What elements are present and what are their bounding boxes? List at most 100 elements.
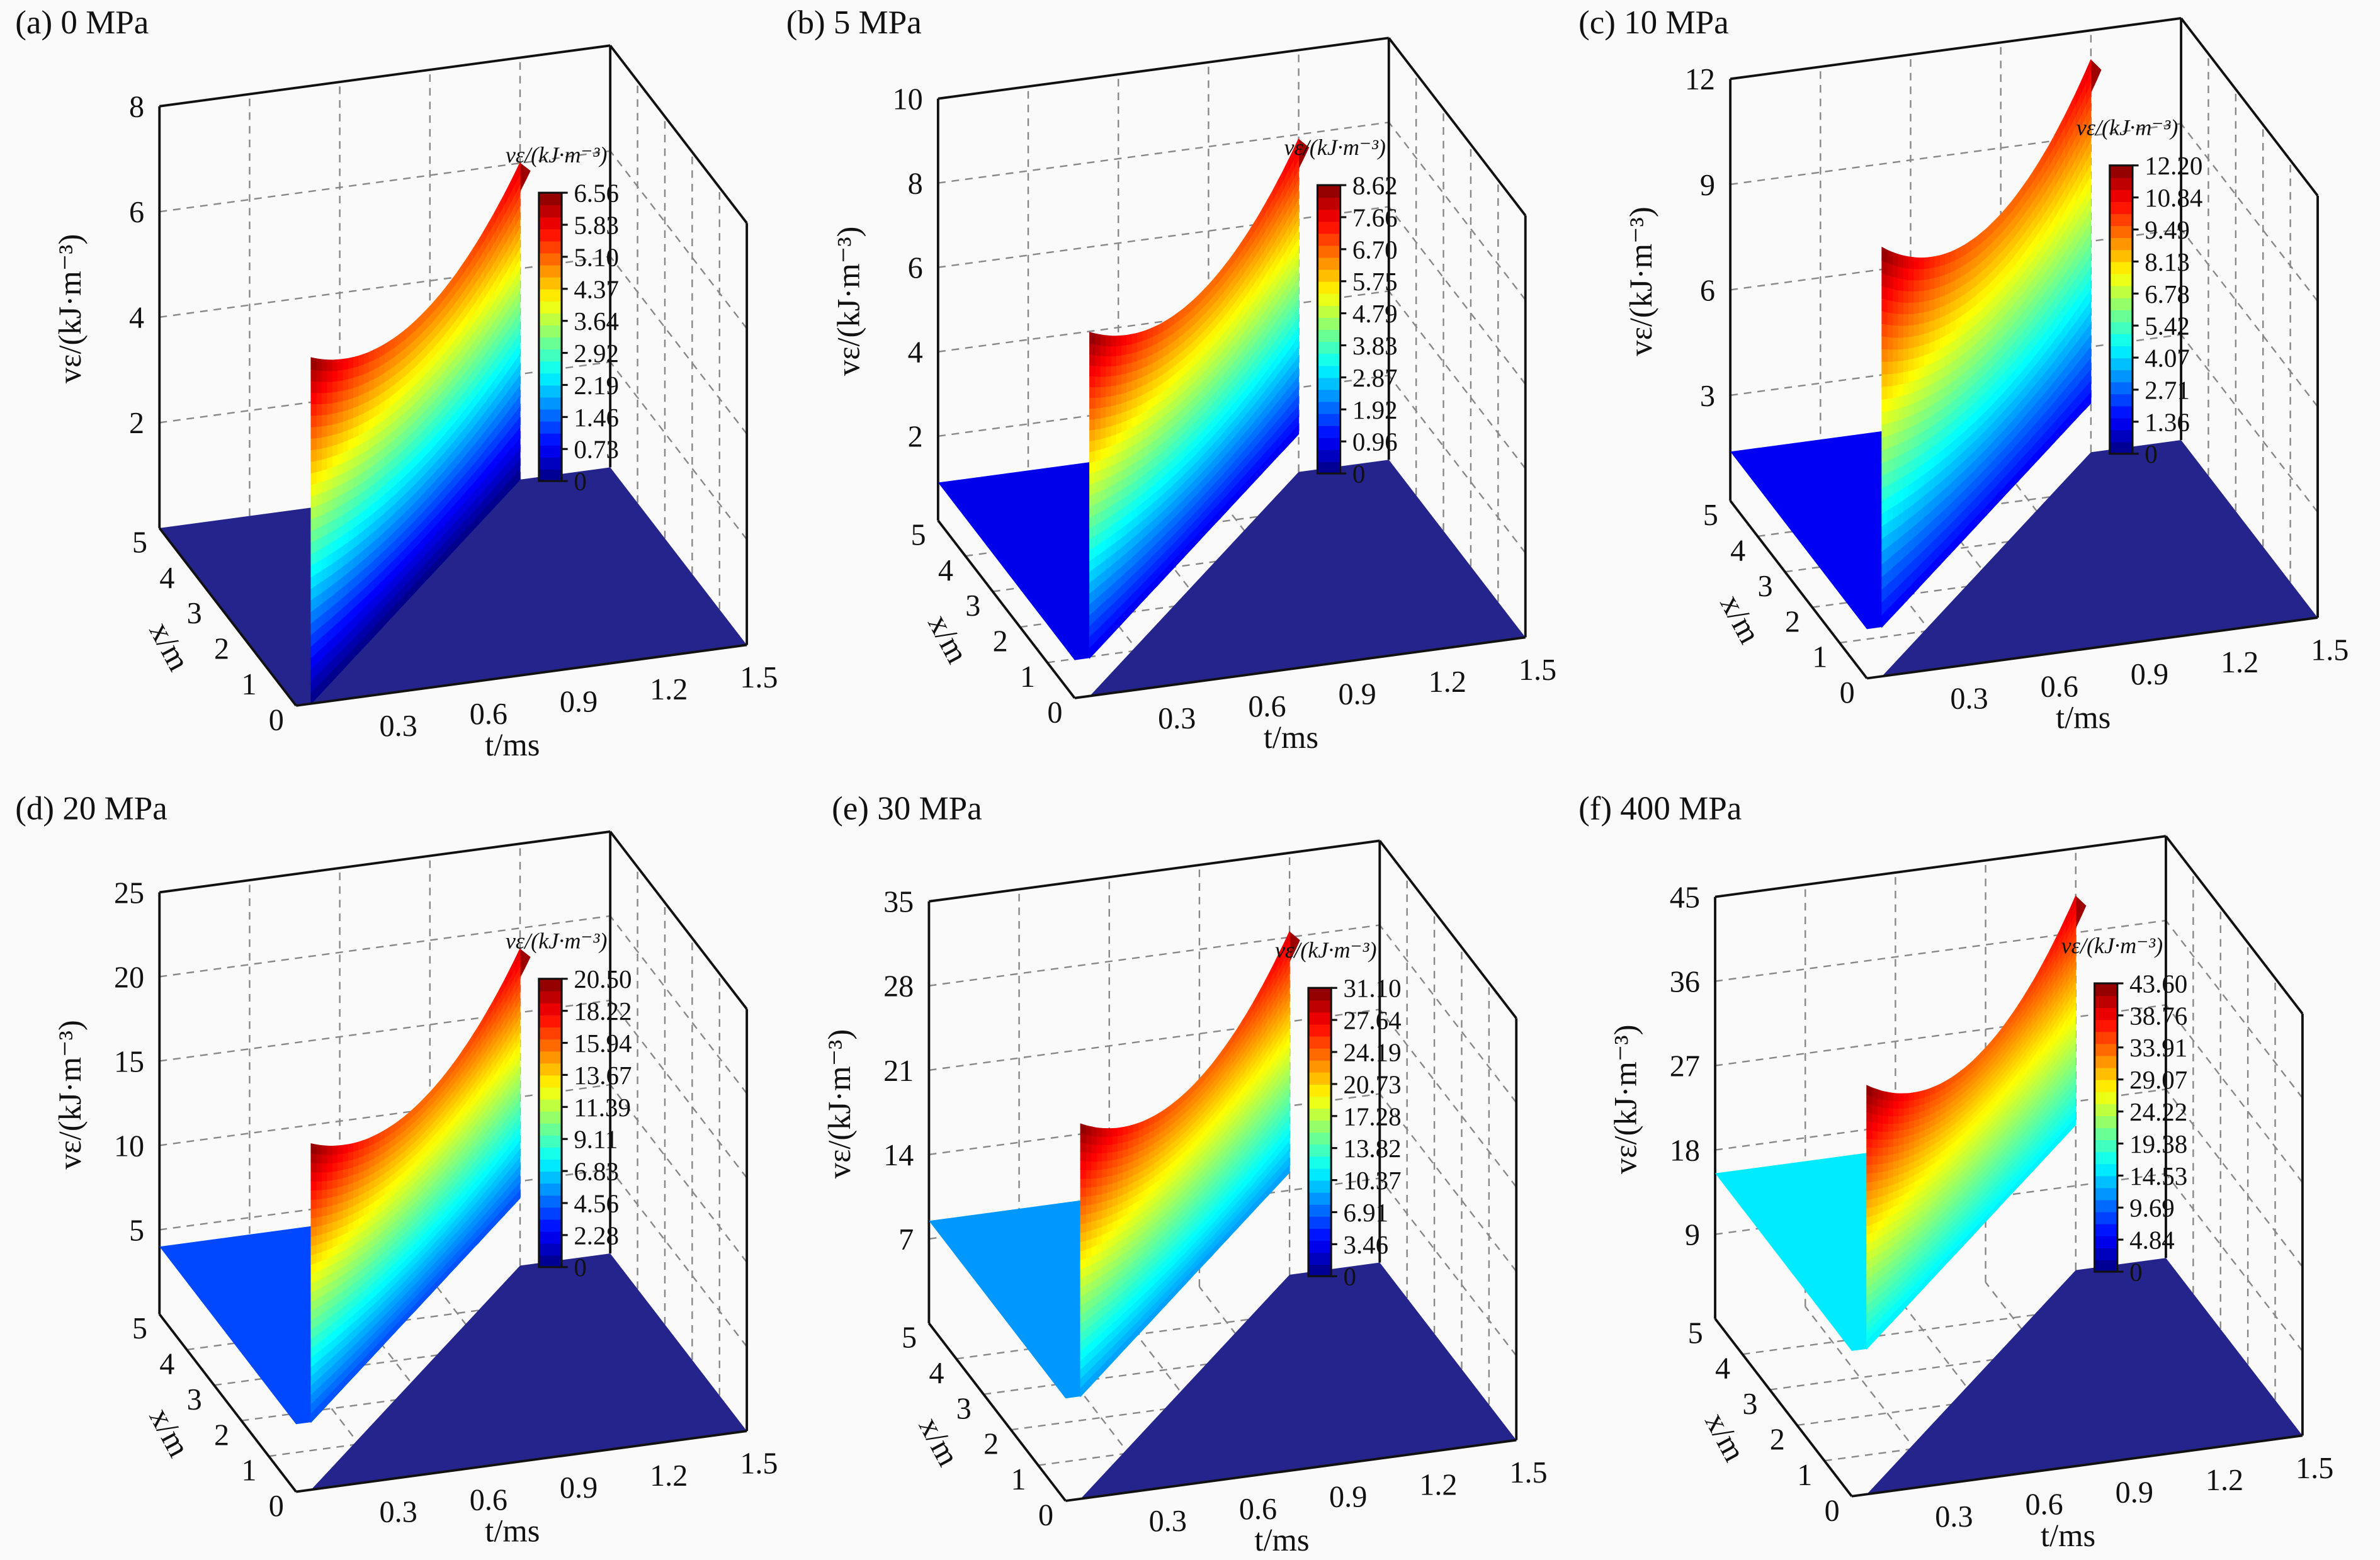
surface-wall-patch	[1891, 300, 1898, 314]
surface-wall-patch	[1881, 385, 1888, 400]
surface-wall-patch	[1094, 407, 1101, 419]
surface-wall-patch	[1131, 332, 1137, 344]
surface-wall-patch	[1126, 343, 1132, 355]
z-tick-label: 8	[908, 167, 923, 201]
surface-wall-patch	[1907, 346, 1914, 360]
colorbar-tick-label: 5.75	[1352, 267, 1398, 296]
colorbar-band	[2109, 382, 2133, 395]
colorbar-band	[538, 373, 562, 386]
colorbar-band	[1317, 305, 1340, 318]
surface-wall-patch	[321, 403, 327, 415]
surface-wall-patch	[321, 457, 327, 472]
surface-wall-patch	[1881, 398, 1888, 413]
x-tick-label: 2	[1785, 605, 1800, 638]
colorbar-band	[2109, 165, 2133, 178]
colorbar-band	[2109, 358, 2133, 371]
colorbar-band	[2109, 189, 2133, 202]
surface-wall-patch	[1120, 372, 1127, 385]
surface-wall-patch	[310, 392, 317, 405]
t-tick-label: 0.6	[470, 698, 507, 731]
surface-wall-patch	[342, 388, 348, 402]
surface-wall-patch	[1886, 409, 1893, 424]
colorbar-band	[1317, 185, 1340, 198]
surface-wall-patch	[358, 354, 364, 367]
surface-wall-patch	[321, 479, 327, 494]
colorbar-band	[538, 205, 562, 218]
surface-wall-patch	[1881, 246, 1888, 263]
surface-wall-patch	[326, 413, 332, 426]
surface-wall-patch	[1104, 335, 1111, 347]
x-tick-label: 4	[159, 562, 174, 595]
surface-wall-patch	[1094, 375, 1101, 388]
surface-wall-patch	[1110, 414, 1116, 427]
surface-wall-patch	[1104, 385, 1111, 397]
surface-wall-patch	[1881, 348, 1888, 362]
surface-wall-patch	[347, 357, 353, 370]
panel-title: (d) 20 MPa	[15, 791, 167, 827]
surface-wall-patch	[321, 446, 327, 460]
surface-wall-patch	[1886, 433, 1893, 449]
colorbar-band	[2109, 345, 2133, 359]
axis-edge	[159, 44, 611, 108]
x-tick-label: 3	[1758, 570, 1773, 603]
surface-wall-patch	[1913, 312, 1919, 325]
surface-wall-patch	[331, 359, 338, 371]
surface-wall-patch	[336, 1161, 343, 1172]
gridline	[609, 361, 748, 540]
surface-wall-patch	[1891, 312, 1898, 326]
colorbar-band	[1317, 281, 1340, 294]
surface-wall-patch	[1881, 310, 1888, 325]
surface-wall-patch	[315, 358, 322, 371]
colorbar-tick-label: 9.49	[2145, 215, 2190, 244]
surface-wall-patch	[373, 347, 380, 361]
surface-wall-patch	[1902, 382, 1909, 396]
colorbar-band	[2109, 225, 2133, 239]
surface-wall-patch	[1923, 289, 1930, 302]
surface-wall-patch	[310, 494, 317, 509]
surface-wall-patch	[1929, 308, 1935, 322]
surface-wall-patch	[1089, 342, 1096, 356]
surface-wall-patch	[342, 368, 348, 381]
surface-wall-patch	[321, 436, 327, 449]
surface-wall-patch	[315, 436, 322, 450]
surface-wall-patch	[1136, 331, 1143, 343]
surface-wall-patch	[336, 1153, 343, 1163]
surface-wall-patch	[321, 468, 327, 482]
surface-wall-patch	[310, 482, 317, 497]
x-tick-label: 5	[910, 518, 926, 551]
surface-wall-patch	[1886, 373, 1893, 387]
surface-wall-patch	[1110, 336, 1116, 347]
colorbar-band	[1317, 209, 1340, 222]
x-tick-label: 1	[241, 668, 256, 701]
surface-wall-patch	[1897, 359, 1903, 373]
x-tick-label: 1	[1020, 660, 1035, 694]
surface-wall-patch	[1929, 266, 1935, 280]
gridline	[159, 256, 611, 318]
surface-wall-patch	[1886, 261, 1893, 278]
colorbar-title: vε/(kJ·m⁻³)	[506, 142, 608, 167]
surface-wall-patch	[331, 412, 338, 425]
t-tick-label: 0.9	[1339, 677, 1376, 711]
t-tick-label: 0.3	[1950, 682, 1988, 716]
surface-wall-patch	[310, 415, 317, 427]
colorbar-tick-label: 10.84	[2145, 183, 2202, 212]
surface-wall-patch	[1902, 290, 1909, 303]
surface-wall-patch	[310, 505, 317, 520]
surface-wall-patch	[321, 392, 327, 405]
colorbar-band	[2109, 417, 2133, 431]
colorbar-tick-label: 2.19	[574, 371, 619, 400]
surface-wall-patch	[1907, 268, 1914, 281]
surface-wall-patch	[1934, 255, 1940, 268]
z-tick-label: 2	[129, 407, 144, 440]
colorbar-band	[538, 421, 562, 434]
surface-wall-patch	[1886, 324, 1893, 338]
surface-wall-patch	[1115, 345, 1122, 356]
surface-wall-patch	[1099, 344, 1106, 357]
surface-wall-patch	[347, 1143, 353, 1153]
surface-wall-patch	[336, 380, 343, 392]
colorbar-tick-label: 2.71	[2145, 375, 2190, 404]
surface-wall-patch	[352, 355, 359, 368]
z-tick-label: 9	[1700, 169, 1715, 202]
